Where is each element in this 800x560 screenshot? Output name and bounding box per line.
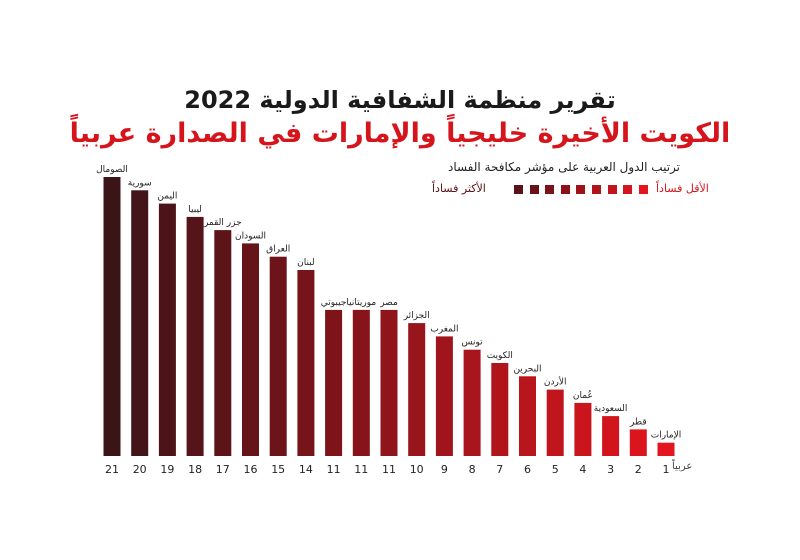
rank-label: 2 <box>635 463 642 476</box>
legend-swatch <box>638 185 648 194</box>
bar-label: البحرين <box>513 364 541 374</box>
legend-swatch <box>592 185 601 194</box>
bar-label: جزر القمر <box>203 218 242 228</box>
legend-swatch <box>545 185 555 194</box>
bar-label: عُمان <box>573 390 593 401</box>
bar <box>491 363 509 456</box>
legend-swatch <box>560 185 570 194</box>
bar <box>214 230 232 456</box>
rank-label: 17 <box>216 463 230 476</box>
legend-swatch <box>576 185 586 194</box>
bar-label: تونس <box>462 338 484 348</box>
bar-label: الأردن <box>544 376 567 388</box>
bar-label: موريتانيا <box>346 298 376 308</box>
rank-label: 16 <box>244 463 258 476</box>
bar-label: سورية <box>128 178 152 188</box>
legend-swatch <box>514 185 523 194</box>
bar <box>131 190 149 457</box>
rank-label: 8 <box>469 463 476 476</box>
bar <box>242 243 259 456</box>
legend-most-corrupt-label: الأكثر فساداً <box>432 182 486 195</box>
bar <box>408 323 426 456</box>
rank-label: 1 <box>663 463 670 476</box>
bar-label: لبنان <box>297 258 315 268</box>
rank-label: 11 <box>354 463 368 476</box>
bar <box>297 270 315 456</box>
bar <box>186 216 204 456</box>
bar <box>325 309 343 456</box>
chart-subtitle: الكويت الأخيرة خليجياً والإمارات في الصد… <box>69 118 731 149</box>
bar <box>435 336 453 456</box>
bar-label: الإمارات <box>651 431 682 441</box>
rank-label: 11 <box>382 463 396 476</box>
bar <box>158 203 176 456</box>
bar-label: السعودية <box>594 404 628 414</box>
rank-label: 11 <box>327 463 341 476</box>
bar <box>657 442 675 456</box>
bar-label: الصومال <box>96 165 128 175</box>
rank-label: 18 <box>188 463 202 476</box>
rank-label: 21 <box>105 463 119 476</box>
rank-label: 10 <box>410 463 424 476</box>
legend-swatch <box>607 185 617 194</box>
bar <box>629 429 647 456</box>
bar-label: جيبوتي <box>321 298 347 308</box>
bar-label: اليمن <box>157 192 177 202</box>
rank-label: 19 <box>160 463 174 476</box>
rank-label: 7 <box>496 463 503 476</box>
bar <box>269 256 287 456</box>
x-axis-label: عربياً <box>672 461 693 472</box>
bar-label: مصر <box>379 298 398 308</box>
rank-label: 20 <box>133 463 147 476</box>
rank-label: 4 <box>579 463 586 476</box>
rank-label: 9 <box>441 463 448 476</box>
rank-label: 3 <box>607 463 614 476</box>
rank-label: 5 <box>552 463 559 476</box>
bar-label: قطر <box>629 417 647 427</box>
bar <box>574 402 592 456</box>
bar <box>463 349 481 456</box>
bar-label: ليبيا <box>188 205 202 215</box>
bar <box>380 309 398 456</box>
chart-title: تقرير منظمة الشفافية الدولية 2022 <box>184 86 616 114</box>
bar <box>546 389 564 456</box>
legend-least-corrupt-label: الأقل فساداً <box>656 182 709 195</box>
bar-label: المغرب <box>430 324 458 334</box>
bar <box>352 309 370 456</box>
bar-label: السودان <box>235 231 266 241</box>
legend-swatch <box>623 185 633 194</box>
bar <box>602 416 620 456</box>
bar <box>519 376 536 456</box>
rank-label: 14 <box>299 463 313 476</box>
rank-label: 15 <box>271 463 285 476</box>
bar <box>103 177 121 456</box>
legend-swatch <box>529 185 539 194</box>
bar-label: العراق <box>266 245 290 255</box>
legend-title: ترتيب الدول العربية على مؤشر مكافحة الفس… <box>447 160 680 174</box>
rank-label: 6 <box>524 463 531 476</box>
bar-label: الجزائر <box>403 311 430 321</box>
bar-label: الكويت <box>487 351 513 361</box>
